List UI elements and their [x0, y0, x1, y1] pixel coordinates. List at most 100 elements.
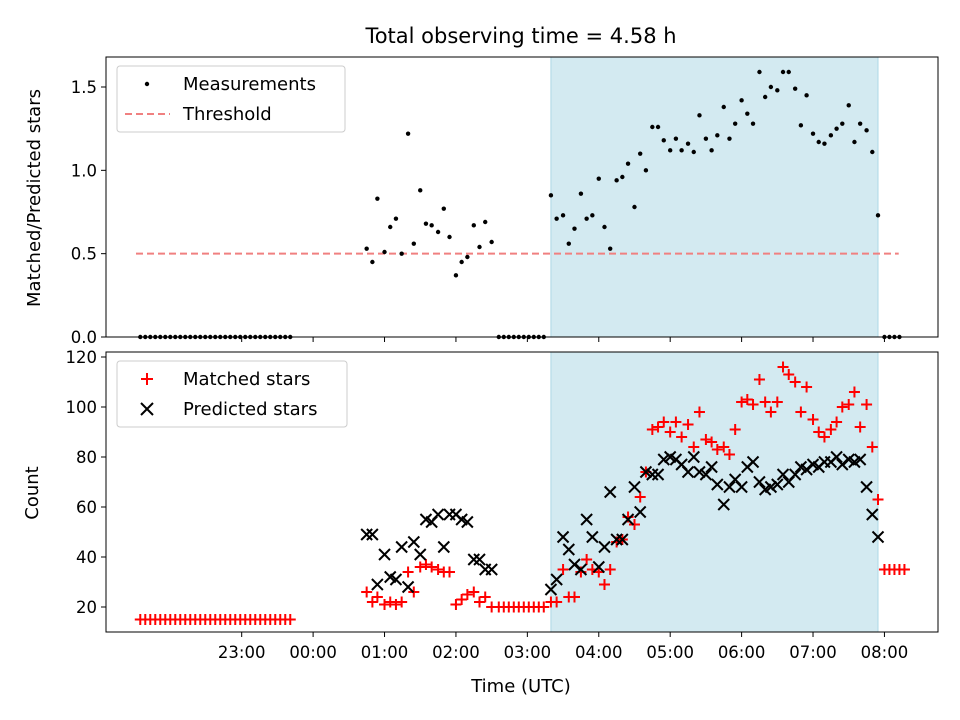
- measurement-point: [650, 124, 655, 130]
- measurement-point: [388, 224, 393, 230]
- bottom-y-tick-label: 120: [66, 348, 98, 367]
- matched-star-point: [688, 441, 700, 453]
- predicted-star-point: [431, 508, 445, 521]
- measurement-point: [602, 224, 607, 230]
- matched-star-point: [866, 441, 878, 453]
- bottom-y-tick-label: 40: [76, 548, 97, 567]
- matched-star-point: [813, 426, 825, 438]
- measurement-point: [453, 273, 459, 278]
- top-y-ticks: 0.0 0.5 1.0 1.5: [71, 78, 106, 347]
- predicted-star-point: [776, 468, 790, 481]
- predicted-star-point: [788, 468, 802, 481]
- measurement-point: [411, 241, 417, 246]
- measurement-point: [435, 229, 441, 235]
- matched-star-point: [384, 596, 396, 608]
- matched-star-point: [646, 424, 658, 435]
- matched-star-point: [729, 424, 741, 435]
- matched-star-point: [581, 554, 593, 565]
- predicted-star-point: [574, 563, 588, 576]
- top-y-tick-label: 1.5: [71, 78, 97, 97]
- predicted-star-point: [544, 583, 558, 596]
- measurement-point: [423, 221, 429, 226]
- predicted-star-point: [711, 478, 724, 491]
- measurement-point: [721, 104, 726, 110]
- top-marks: [135, 69, 902, 340]
- measurement-point: [554, 216, 559, 221]
- matched-star-point: [736, 396, 748, 408]
- measurement-point: [685, 141, 691, 146]
- x-tick-label: 04:00: [575, 643, 623, 662]
- measurement-point: [441, 206, 446, 211]
- measurement-point: [810, 131, 816, 136]
- predicted-star-point: [705, 460, 718, 474]
- measurement-point: [750, 121, 756, 126]
- measurement-point: [375, 196, 380, 201]
- predicted-star-point: [592, 560, 605, 574]
- matched-star-point: [718, 441, 730, 453]
- predicted-star-point: [681, 465, 695, 479]
- bottom-y-axis-label: Count: [22, 466, 43, 519]
- predicted-star-point: [360, 528, 373, 541]
- matched-star-point: [420, 559, 432, 570]
- predicted-star-point: [693, 465, 706, 479]
- bottom-y-tick-label: 100: [66, 398, 98, 417]
- measurement-point: [834, 126, 839, 131]
- matched-star-point: [598, 579, 610, 590]
- predicted-star-point: [717, 498, 730, 511]
- predicted-star-point: [580, 513, 593, 526]
- bottom-x-ticks: 23:00 00:00 01:00 02:00 03:00 04:00 05:00 06:00…: [218, 632, 908, 662]
- matched-star-point: [818, 431, 830, 443]
- x-tick-label: 00:00: [289, 643, 337, 662]
- matched-star-point: [664, 426, 676, 438]
- matched-star-point: [551, 596, 563, 608]
- measurement-point: [857, 121, 863, 126]
- x-axis-label: Time (UTC): [470, 676, 571, 697]
- top-observing-span: [550, 56, 879, 338]
- measurement-point: [405, 131, 411, 136]
- predicted-star-point: [485, 563, 498, 576]
- measurement-point: [578, 191, 584, 196]
- matched-star-point: [432, 564, 444, 575]
- matched-star-point: [753, 374, 765, 385]
- predicted-star-point: [414, 548, 427, 561]
- matched-star-point: [634, 491, 646, 503]
- matched-star-point: [456, 594, 468, 605]
- matched-star-point: [783, 369, 795, 380]
- chart-title: Total observing time = 4.58 h: [364, 24, 676, 48]
- matched-star-point: [843, 399, 855, 410]
- measurement-point: [548, 193, 554, 198]
- predicted-star-point: [651, 468, 665, 481]
- bottom-marks: [134, 361, 910, 625]
- measurement-point: [846, 103, 851, 108]
- measurement-point: [691, 149, 696, 155]
- measurement-point: [590, 213, 595, 218]
- matched-star-point: [361, 586, 373, 598]
- bottom-panel: 20 40 60 80 100 120 23:00 00:00 01:00 02:00 03:00…: [22, 348, 939, 697]
- measurement-point: [637, 151, 643, 156]
- measurement-point: [465, 254, 470, 260]
- measurement-point: [572, 226, 577, 231]
- matched-star-point: [682, 419, 694, 430]
- measurement-point: [727, 136, 732, 141]
- matched-star-point: [538, 601, 550, 613]
- matched-star-point: [568, 591, 580, 603]
- measurement-point: [732, 121, 738, 126]
- matched-star-point: [284, 614, 296, 625]
- matched-star-point: [741, 394, 753, 405]
- legend-marker-matched: [141, 373, 153, 385]
- predicted-star-point: [871, 530, 885, 544]
- measurement-point: [399, 251, 404, 256]
- measurement-point: [697, 113, 702, 118]
- predicted-star-point: [366, 528, 379, 541]
- predicted-star-point: [657, 453, 670, 466]
- predicted-star-point: [389, 573, 403, 586]
- predicted-star-point: [764, 480, 778, 494]
- measurement-point: [822, 141, 827, 146]
- x-tick-label: 03:00: [504, 643, 552, 662]
- matched-star-point: [848, 386, 860, 398]
- predicted-star-point: [723, 480, 736, 494]
- measurement-point: [382, 249, 387, 255]
- predicted-star-point: [699, 468, 713, 481]
- predicted-star-point: [633, 505, 647, 519]
